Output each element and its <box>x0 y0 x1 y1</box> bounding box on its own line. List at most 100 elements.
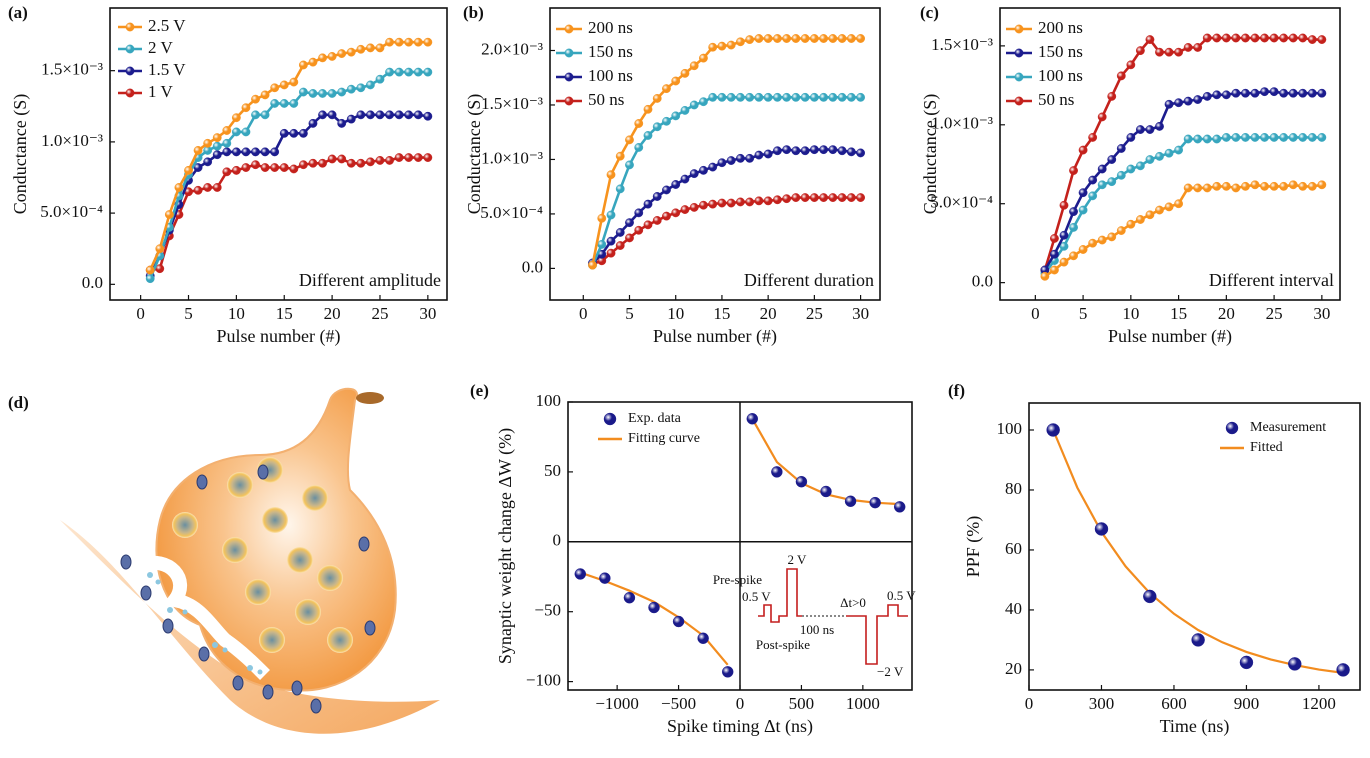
series-marker <box>1250 88 1260 98</box>
series-marker <box>423 111 433 121</box>
series-marker <box>1279 133 1289 142</box>
series-marker <box>337 154 347 164</box>
series-marker <box>394 67 404 77</box>
x-tick-label: 600 <box>1161 694 1187 713</box>
series-marker <box>1116 170 1126 180</box>
synaptic-cleft <box>137 555 270 680</box>
series-marker <box>385 110 394 120</box>
series-marker <box>356 44 366 54</box>
series-marker <box>241 163 251 172</box>
x-tick-label: 0 <box>136 304 145 323</box>
series-marker <box>837 146 847 156</box>
series-marker <box>346 114 356 124</box>
series-marker <box>699 200 708 210</box>
x-axis-label: Pulse number (#) <box>653 326 777 347</box>
series-marker <box>1107 91 1117 101</box>
series-marker <box>846 193 856 202</box>
series-marker <box>289 77 299 87</box>
series-marker <box>1155 121 1164 131</box>
series-marker <box>671 111 681 121</box>
series-marker <box>318 110 327 120</box>
legend-label: 1 V <box>148 82 173 101</box>
series-marker <box>251 147 260 157</box>
series-marker <box>800 146 810 156</box>
series-marker <box>375 43 385 53</box>
series-marker <box>606 210 616 220</box>
series-marker <box>597 213 607 223</box>
series-marker <box>337 118 347 128</box>
legend-marker <box>564 24 574 34</box>
series-marker <box>260 90 270 100</box>
series-marker <box>260 163 270 172</box>
series-marker <box>1212 33 1222 43</box>
series-marker <box>1078 188 1088 198</box>
x-tick-label: 25 <box>371 304 388 323</box>
series-marker <box>1336 663 1350 677</box>
series-marker <box>356 83 366 93</box>
y-tick-label: 1.5×10⁻³ <box>481 94 543 113</box>
series-marker <box>809 145 819 155</box>
series-marker <box>1145 155 1155 164</box>
series-marker <box>1050 249 1059 259</box>
series-marker <box>1078 145 1088 155</box>
plot-frame <box>567 401 913 691</box>
series-marker <box>145 274 155 284</box>
series-marker <box>680 205 690 214</box>
series-marker <box>1241 33 1250 43</box>
series-marker <box>404 110 414 120</box>
series-marker <box>318 158 327 168</box>
x-tick-label: 5 <box>625 304 634 323</box>
series-line <box>1043 136 1322 274</box>
series-marker <box>643 220 653 230</box>
plot-frame <box>999 7 1341 301</box>
series-marker <box>648 601 660 614</box>
y-tick-label: 0.0 <box>972 272 993 291</box>
legend-marker <box>1014 96 1024 106</box>
series-marker <box>717 92 727 102</box>
series-marker <box>404 153 414 162</box>
y-tick-label: 1.0×10⁻³ <box>931 114 993 133</box>
series-marker <box>413 110 423 120</box>
plot-frame <box>109 7 448 301</box>
series-marker <box>782 92 792 102</box>
legend-label: 100 ns <box>588 66 633 85</box>
series-marker <box>1279 33 1289 43</box>
series-marker <box>697 632 709 644</box>
series-marker <box>1317 180 1327 190</box>
series-marker <box>1279 181 1289 191</box>
series-marker <box>680 174 690 184</box>
legend-label: 50 ns <box>1038 90 1074 109</box>
series-marker <box>1241 133 1250 142</box>
series-marker <box>754 92 764 102</box>
series-marker <box>708 92 718 102</box>
series-marker <box>1221 90 1231 100</box>
series-marker <box>1212 90 1222 100</box>
series-marker <box>423 67 433 77</box>
y-tick-label: 2.0×10⁻³ <box>481 39 543 58</box>
series-marker <box>241 147 251 157</box>
series-marker <box>1250 33 1260 43</box>
series-marker <box>1107 177 1117 187</box>
series-marker <box>846 92 856 102</box>
x-tick-label: 30 <box>852 304 869 323</box>
legend-label: 1.5 V <box>148 60 186 79</box>
y-tick-label: 80 <box>1005 479 1022 498</box>
series-marker <box>672 615 685 628</box>
series-marker <box>260 147 270 157</box>
legend-marker <box>1225 421 1239 435</box>
series-marker <box>772 92 782 102</box>
series-marker <box>717 41 727 51</box>
plot-5: 20 40 60 80 100 0 300 600 900 1200 Time (ns) PPF (%… <box>963 402 1361 737</box>
series-marker <box>1143 589 1157 604</box>
series-marker <box>231 165 241 175</box>
x-tick-label: 15 <box>713 304 730 323</box>
series-marker <box>1059 257 1069 267</box>
series-marker <box>708 162 718 172</box>
series-marker <box>643 199 653 209</box>
series-marker <box>736 197 745 207</box>
series-marker <box>726 92 736 102</box>
series-marker <box>1059 230 1069 240</box>
series-marker <box>1164 148 1174 158</box>
series-marker <box>1135 215 1145 224</box>
